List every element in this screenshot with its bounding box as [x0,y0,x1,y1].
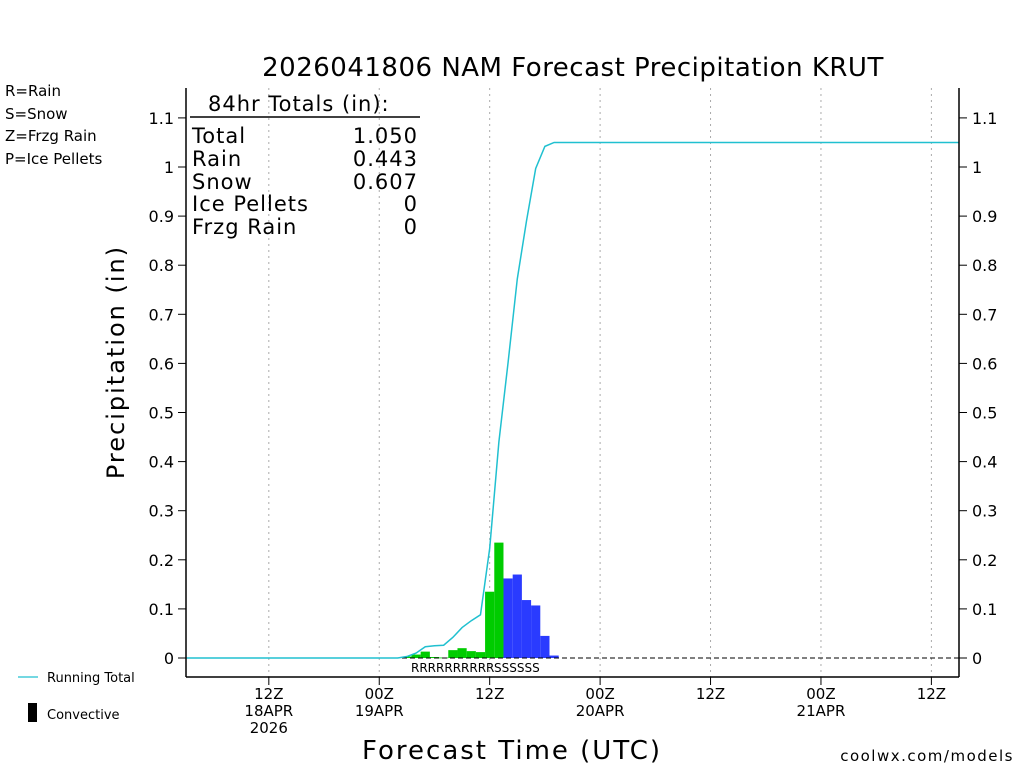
precip-bar [512,574,522,658]
x-tick-label: 12Z [696,685,725,703]
legend-ice-pellets: P=Ice Pellets [5,150,102,168]
y-tick-label-left: 0.7 [149,305,174,324]
y-tick-label-left: 0.3 [149,502,174,521]
precip-bar [540,635,550,658]
y-tick-label-left: 0 [164,649,174,668]
precip-bar [503,578,513,658]
y-tick-label-right: 0.6 [972,354,997,373]
totals-value-total: 1.050 [353,124,418,148]
y-tick-label-left: 0.2 [149,551,174,570]
y-tick-label-right: 1.1 [972,109,997,128]
precip-bar [521,600,532,658]
y-tick-label-left: 0.4 [149,453,174,472]
precip-bar [457,648,467,658]
x-tick-label: 12Z [254,685,283,703]
snow-type-labels: SSSSSS [494,661,540,675]
totals-label-total: Total [191,124,246,148]
totals-value-snow: 0.607 [353,170,418,194]
y-tick-label-left: 0.9 [149,207,174,226]
totals-box: 84hr Totals (in): Total 1.050 Rain 0.443… [190,92,420,239]
y-tick-label-left: 0.1 [149,600,174,619]
y-tick-label-left: 1 [164,158,174,177]
running-total-legend-label: Running Total [47,671,135,686]
y-tick-label-right: 0 [972,649,982,668]
rain-type-labels: RRRRRRRRRR [411,661,494,675]
gridlines [268,88,932,677]
x-tick-label: 19APR [355,702,404,720]
convective-legend-swatch [28,703,37,722]
y-tick-label-left: 0.8 [149,256,174,275]
y-ticks-group: 0 00.1 0.10.2 0.20.3 0.30.4 0.40.5 0.50.6 0.60.… [149,109,998,668]
totals-value-frzg-rain: 0 [404,215,418,239]
precip-bar [466,651,476,658]
y-tick-label-right: 0.7 [972,305,997,324]
totals-value-rain: 0.443 [353,147,418,171]
y-tick-label-left: 1.1 [149,109,174,128]
precip-bar [531,605,541,658]
totals-label-rain: Rain [192,147,242,171]
totals-heading: 84hr Totals (in): [208,92,390,116]
running-total-line [186,141,959,659]
x-tick-label: 00Z [585,685,614,703]
precip-bar [549,655,559,658]
legend-frzg-rain: Z=Frzg Rain [5,127,97,145]
credit-text: coolwx.com/models [840,747,1014,765]
totals-label-ice-pellets: Ice Pellets [192,192,309,216]
x-axis-label: Forecast Time (UTC) [362,736,662,766]
x-tick-label: 00Z [365,685,394,703]
x-tick-label: 18APR [244,702,293,720]
legend-snow: S=Snow [5,105,68,123]
y-tick-label-right: 0.8 [972,256,997,275]
y-tick-label-right: 0.5 [972,404,997,423]
x-tick-label: 00Z [806,685,835,703]
chart-title: 2026041806 NAM Forecast Precipitation KR… [262,53,884,83]
x-tick-label: 20APR [576,702,625,720]
precip-bar [420,651,430,658]
totals-label-snow: Snow [192,170,253,194]
y-tick-label-right: 0.2 [972,551,997,570]
bars-group [186,542,959,659]
totals-label-frzg-rain: Frzg Rain [192,215,297,239]
y-tick-label-right: 1 [972,158,982,177]
precip-bar [475,652,486,658]
precip-bar [411,654,421,658]
x-tick-label: 12Z [475,685,504,703]
y-tick-label-right: 0.3 [972,502,997,521]
precip-bar [494,542,504,658]
totals-value-ice-pellets: 0 [404,192,418,216]
precip-bar [485,591,495,658]
precip-bar [448,650,458,658]
y-axis-label: Precipitation (in) [102,245,130,479]
x-tick-label: 12Z [917,685,946,703]
x-tick-label: 21APR [797,702,846,720]
y-tick-label-right: 0.9 [972,207,997,226]
legend-rain: R=Rain [5,82,61,100]
x-tick-label: 2026 [250,719,288,737]
y-tick-label-right: 0.4 [972,453,997,472]
running-total-group [186,141,959,659]
y-tick-label-left: 0.6 [149,354,174,373]
y-tick-label-left: 0.5 [149,404,174,423]
axes-group [185,88,960,678]
convective-legend-label: Convective [47,708,120,723]
y-tick-label-right: 0.1 [972,600,997,619]
